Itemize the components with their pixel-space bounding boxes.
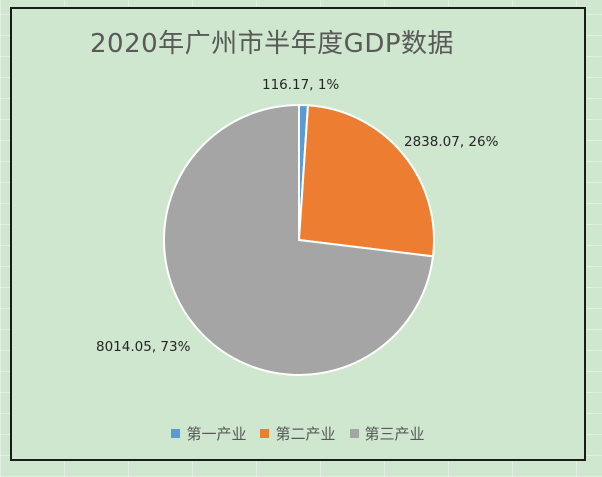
legend-label-secondary: 第二产业 — [275, 425, 336, 443]
legend-swatch-tertiary — [349, 429, 359, 438]
legend-item-secondary[interactable]: 第二产业 — [260, 423, 336, 444]
legend-label-tertiary: 第三产业 — [364, 425, 425, 443]
data-label-secondary: 2838.07, 26% — [404, 134, 499, 150]
legend: 第一产业 第二产业 第三产业 — [12, 423, 584, 444]
legend-swatch-secondary — [260, 429, 270, 438]
pie-plot: 116.17, 1% 2838.07, 26% 8014.05, 73% — [96, 77, 499, 376]
pie-slice-secondary[interactable] — [297, 104, 435, 258]
data-label-tertiary: 8014.05, 73% — [96, 339, 191, 355]
pie-data-labels: 116.17, 1% 2838.07, 26% 8014.05, 73% — [96, 77, 499, 355]
legend-item-tertiary[interactable]: 第三产业 — [349, 423, 425, 444]
pie-slices — [163, 103, 435, 376]
chart-container[interactable]: 2020年广州市半年度GDP数据 116.17, 1% 2838.07, 26% 8… — [10, 7, 586, 461]
legend-label-primary: 第一产业 — [186, 425, 247, 443]
pie-slice-tertiary[interactable] — [163, 103, 435, 376]
legend-item-primary[interactable]: 第一产业 — [171, 423, 246, 444]
chart-title: 2020年广州市半年度GDP数据 — [90, 29, 455, 59]
data-label-primary: 116.17, 1% — [262, 77, 339, 93]
legend-swatch-primary — [171, 429, 181, 438]
